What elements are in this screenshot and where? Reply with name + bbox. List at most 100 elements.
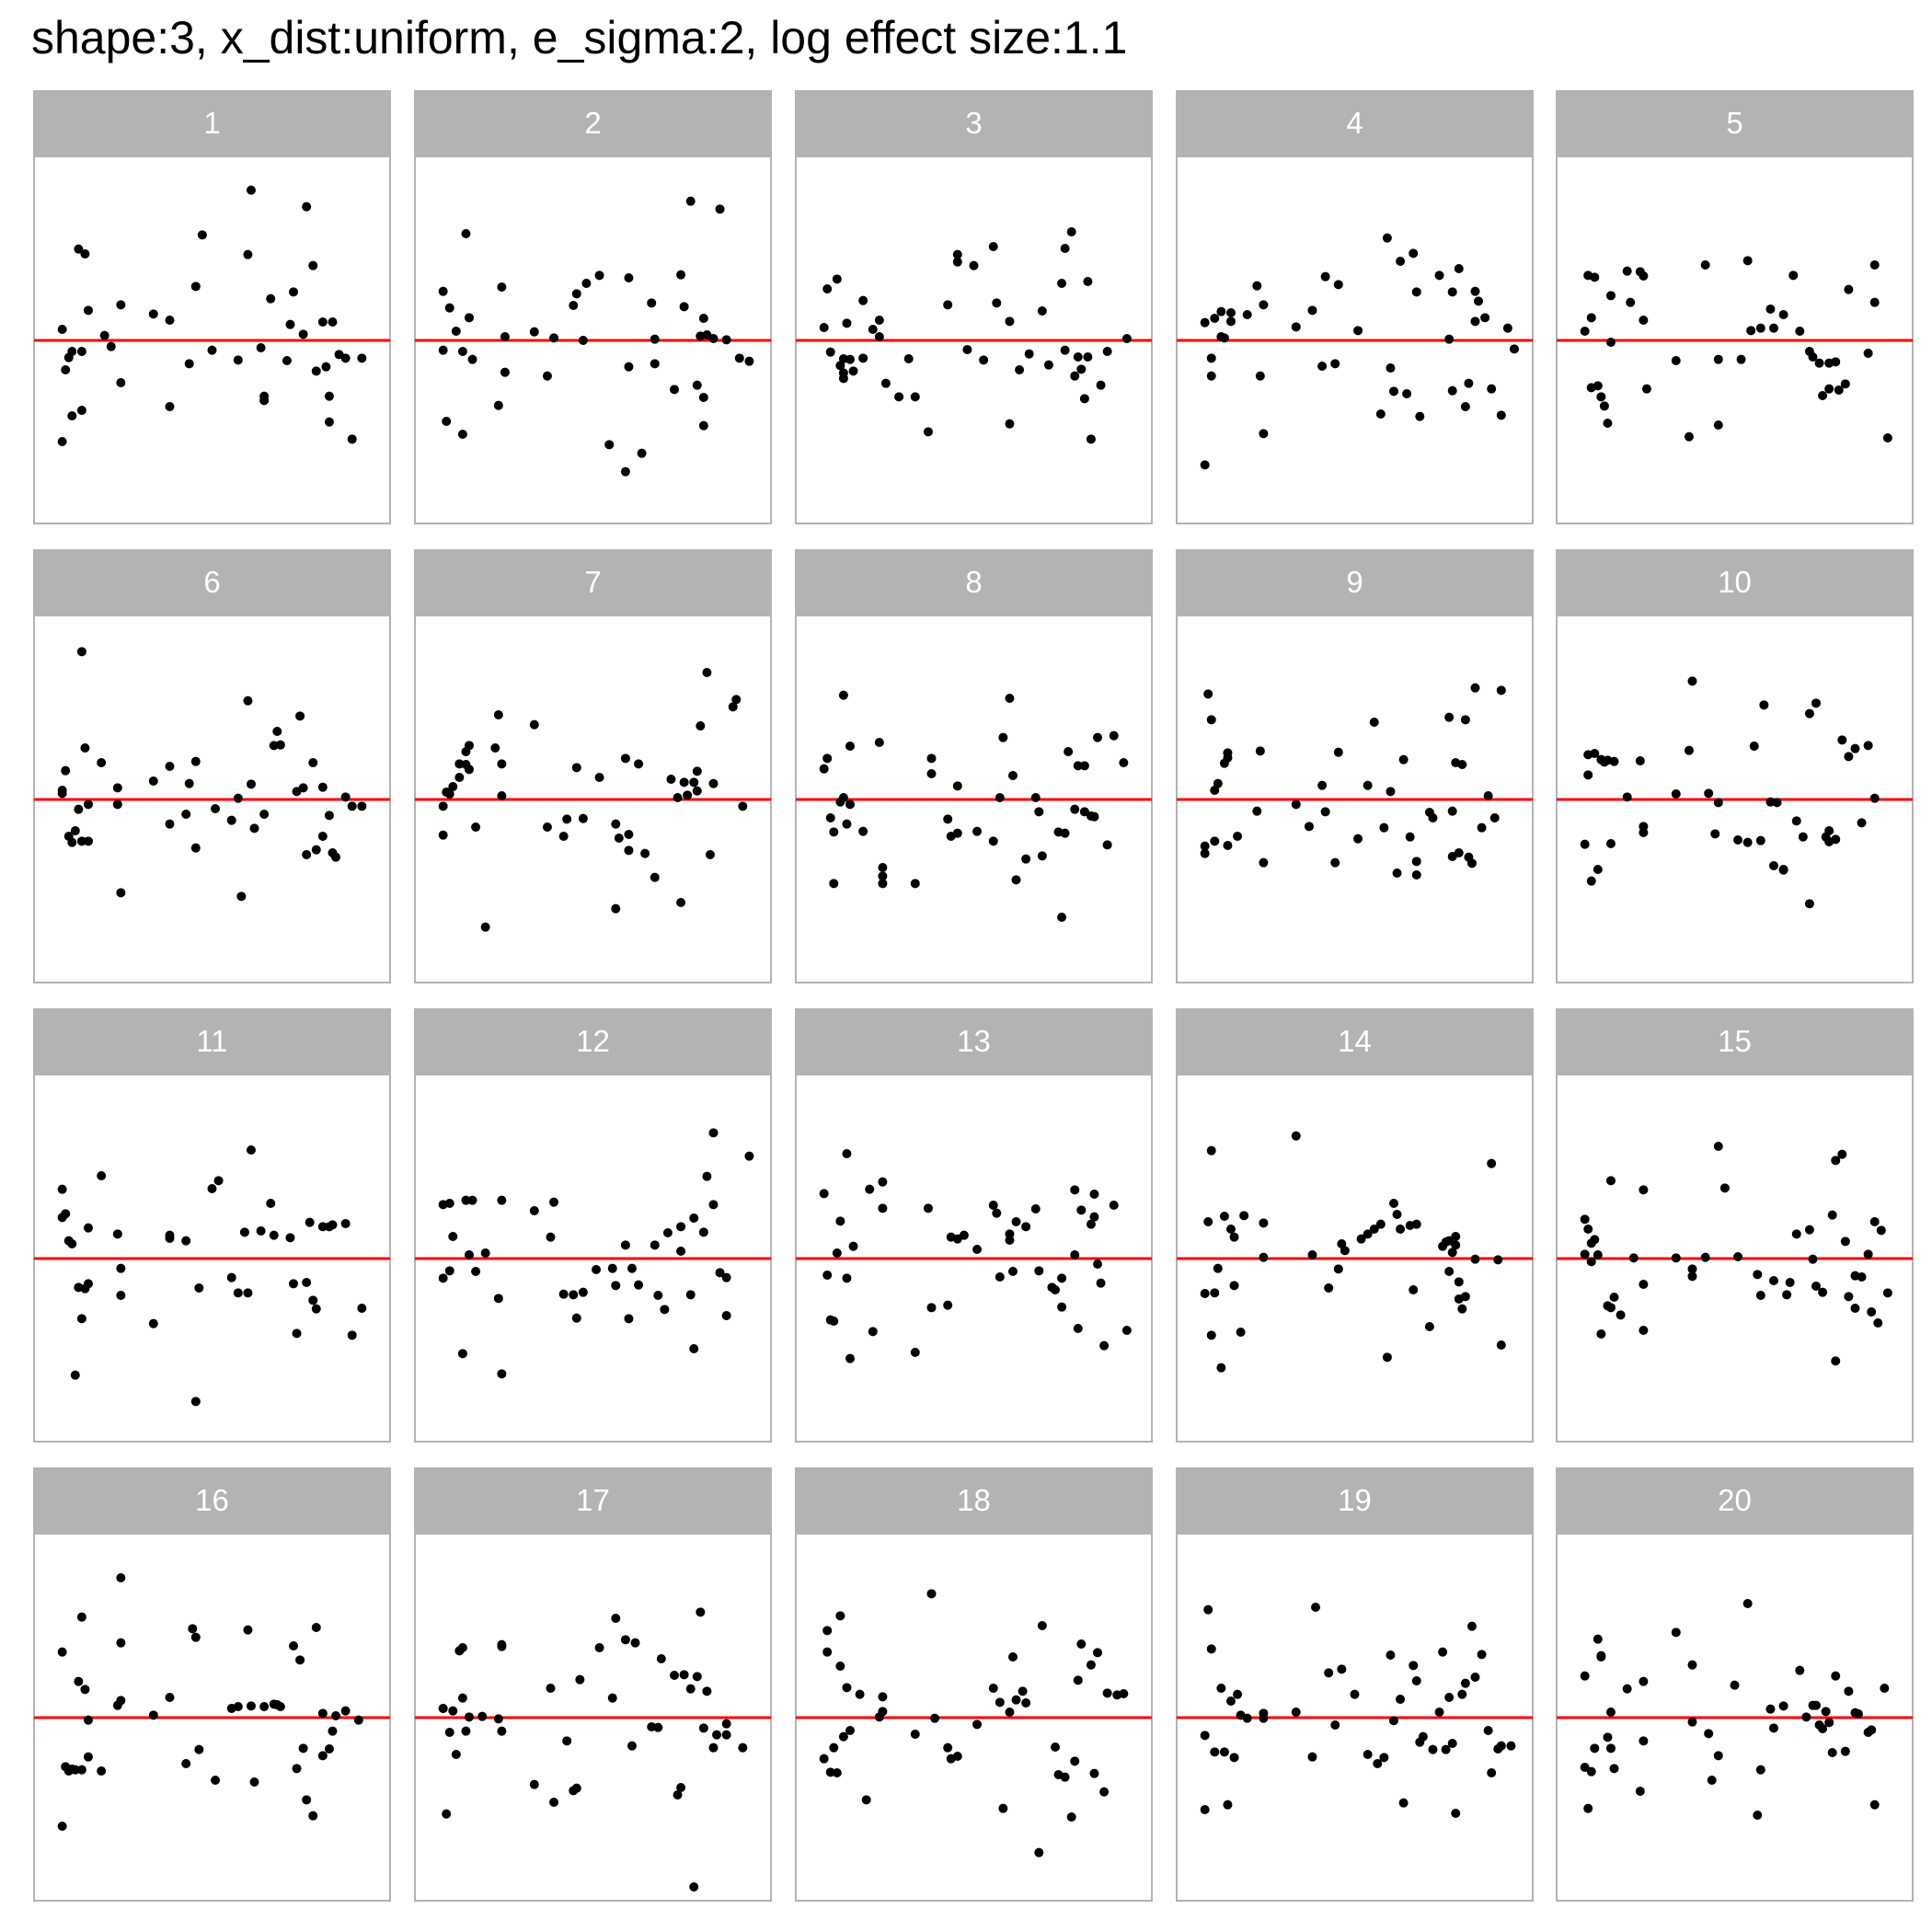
data-point [211, 804, 221, 813]
data-point [865, 1184, 875, 1194]
data-point [1596, 392, 1606, 402]
data-point [529, 719, 539, 730]
data-point [1005, 1229, 1015, 1239]
data-point [464, 741, 474, 751]
data-point [112, 783, 122, 793]
data-point [67, 347, 77, 356]
data-point [1831, 1156, 1841, 1166]
data-point [689, 777, 699, 788]
data-point [1593, 1634, 1603, 1644]
data-point [825, 347, 835, 357]
data-point [1093, 1259, 1103, 1269]
data-point [1882, 433, 1892, 443]
data-point [571, 289, 581, 299]
data-point [627, 1263, 637, 1273]
data-point [464, 1712, 474, 1722]
data-point [266, 293, 276, 304]
data-point [477, 1711, 488, 1721]
data-point [1379, 822, 1389, 833]
data-point [311, 845, 321, 855]
data-point [1863, 741, 1873, 751]
data-point [1291, 1131, 1301, 1141]
data-point [594, 270, 604, 281]
data-point [708, 1200, 719, 1210]
data-point [448, 1706, 458, 1716]
data-point [76, 1612, 86, 1622]
data-point [1438, 1647, 1448, 1657]
data-point [1093, 1648, 1103, 1658]
data-point [442, 1809, 452, 1819]
data-point [233, 355, 243, 365]
data-point [1330, 1720, 1340, 1730]
data-point [998, 732, 1008, 742]
data-point [662, 1228, 673, 1237]
data-point [256, 343, 266, 352]
data-point [594, 773, 604, 782]
data-point [275, 1702, 285, 1711]
facet-panel-3: 3 [795, 90, 1153, 524]
data-point [67, 411, 77, 420]
data-point [211, 1776, 221, 1785]
data-point [1489, 813, 1500, 822]
data-point [558, 1289, 569, 1299]
strip-label: 15 [1718, 1024, 1752, 1058]
data-point [340, 1219, 351, 1228]
data-point [1639, 1280, 1649, 1289]
data-point [106, 341, 116, 351]
data-point [213, 1176, 224, 1186]
data-point [1844, 284, 1854, 294]
data-point [1011, 1695, 1021, 1705]
data-point [1586, 313, 1596, 323]
data-point [1011, 1217, 1021, 1226]
data-point [604, 440, 615, 450]
data-point [184, 778, 194, 788]
data-point [317, 317, 328, 327]
data-point [246, 1701, 256, 1711]
data-point [1375, 409, 1386, 419]
data-point [952, 1752, 962, 1761]
data-point [1867, 1307, 1877, 1317]
data-point [878, 871, 888, 881]
data-point [497, 1726, 507, 1736]
data-point [1622, 792, 1632, 802]
strip-background [414, 1467, 772, 1534]
facet-panel-19: 19 [1176, 1467, 1534, 1902]
data-point [1409, 1285, 1419, 1294]
data-point [190, 843, 201, 853]
data-point [1428, 1744, 1438, 1754]
data-point [1119, 1689, 1129, 1698]
data-point [83, 836, 93, 846]
data-point [988, 836, 998, 846]
data-point [1470, 286, 1480, 296]
data-point [1837, 735, 1847, 745]
data-point [1466, 858, 1477, 868]
data-point [578, 813, 588, 823]
data-point [282, 356, 292, 365]
data-point [819, 764, 829, 774]
data-point [1317, 362, 1328, 371]
data-point [630, 1638, 640, 1648]
data-point [692, 380, 702, 390]
data-point [311, 1304, 321, 1314]
data-point [1070, 1756, 1080, 1766]
data-point [1411, 857, 1421, 867]
data-point [669, 385, 679, 395]
data-point [650, 1240, 660, 1250]
data-point [734, 353, 744, 363]
data-point [1593, 865, 1603, 874]
data-point [738, 1742, 748, 1753]
data-point [311, 1623, 321, 1632]
data-point [1255, 371, 1265, 381]
data-point [702, 668, 712, 677]
data-point [1089, 811, 1099, 822]
data-point [698, 1723, 708, 1733]
data-point [1808, 1254, 1818, 1264]
strip-label: 5 [1726, 106, 1742, 140]
data-point [926, 769, 937, 778]
data-point [829, 879, 839, 889]
data-point [438, 345, 448, 355]
strip-background [33, 1467, 391, 1534]
data-point [1480, 313, 1490, 323]
facet-panel-11: 11 [33, 1008, 391, 1443]
data-point [1880, 1684, 1890, 1693]
